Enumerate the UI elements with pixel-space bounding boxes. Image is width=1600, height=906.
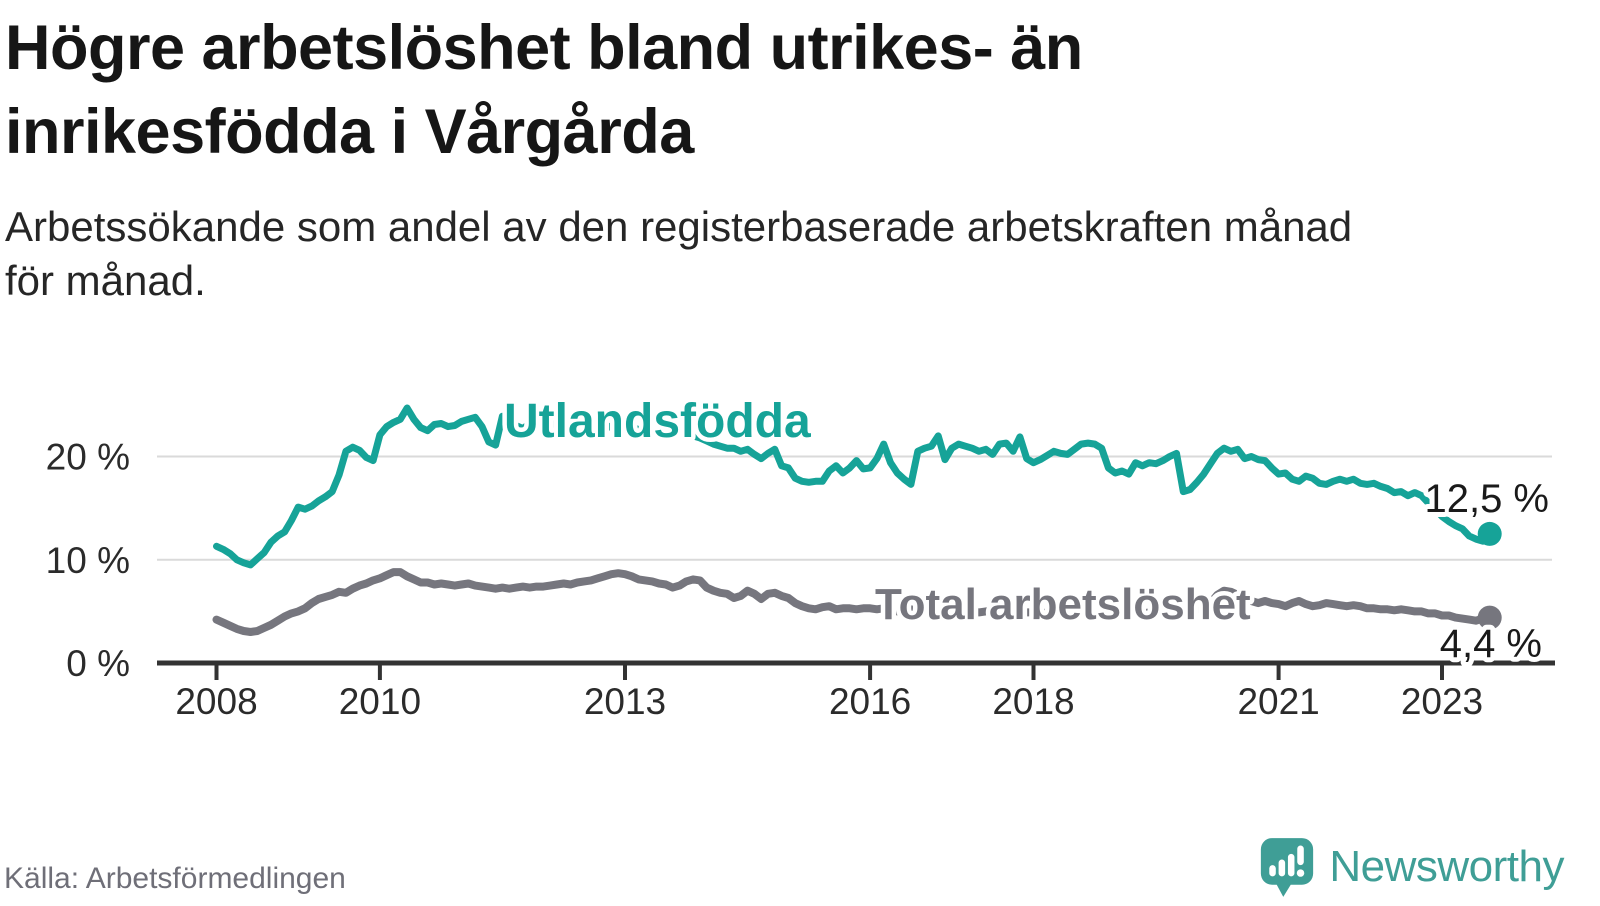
page: { "header": { "title": "Högre arbetslösh… (0, 6, 1600, 906)
y-axis-tick-label: 10 % (46, 540, 130, 581)
x-axis-tick-label: 2021 (1237, 681, 1319, 722)
exclamation-dot (1297, 869, 1305, 877)
newsworthy-logo: Newsworthy (1259, 836, 1564, 898)
series-line-utlandsfodda (213, 404, 1494, 569)
series-label-total: Total arbetslöshet (875, 580, 1251, 629)
series-end-dot-utlandsfodda (1477, 521, 1502, 546)
value-annotation: 12,5 % (1424, 477, 1549, 521)
x-axis-tick-label: 2023 (1401, 681, 1483, 722)
speech-bubble-shape (1261, 838, 1314, 897)
page-title: Högre arbetslöshet bland utrikes- än inr… (5, 13, 1083, 167)
x-axis-tick-label: 2010 (339, 681, 421, 722)
newsworthy-bubble-icon (1261, 838, 1314, 897)
series-end-dot-total (1477, 605, 1502, 630)
exclamation-bar (1297, 845, 1305, 866)
bar-chart-bar-large (1288, 853, 1295, 877)
unemployment-line-chart: 0 % 10 % 20 % 2008 2010 2013 2016 2018 2021 2023 U… (46, 391, 1555, 722)
x-axis-tick-label: 2013 (584, 681, 666, 722)
bar-chart-bar-medium (1278, 859, 1286, 877)
page-subtitle: Arbetssökande som andel av den registerb… (5, 203, 1353, 304)
x-axis-tick-label: 2018 (992, 681, 1074, 722)
x-axis-tick-label: 2008 (175, 681, 257, 722)
series-label-utlandsfodda: Utlandsfödda (504, 395, 811, 448)
y-axis-tick-label: 0 % (66, 643, 130, 684)
series-line-total (212, 568, 1494, 636)
value-annotation: 4,4 % (1440, 622, 1542, 666)
x-axis-tick-label: 2016 (829, 681, 911, 722)
y-axis-tick-label: 20 % (46, 437, 130, 478)
bar-chart-bar-small (1269, 865, 1277, 877)
newsworthy-wordmark: Newsworthy (1329, 842, 1564, 891)
source-text: Källa: Arbetsförmedlingen (4, 862, 346, 895)
